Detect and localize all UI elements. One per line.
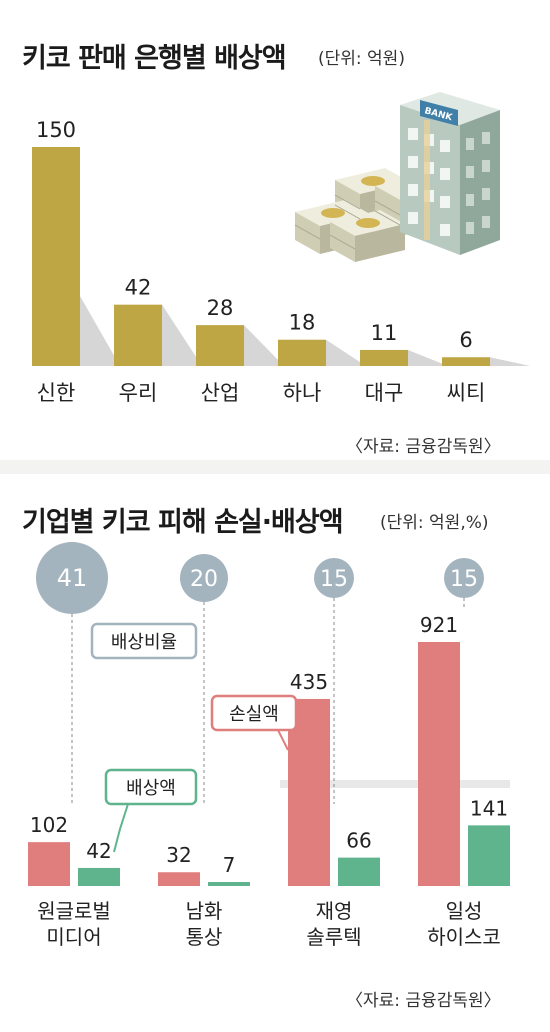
bar (32, 147, 80, 366)
chart1-title: 키코 판매 은행별 배상액 (22, 43, 287, 74)
compensation-callout-pointer (113, 803, 129, 853)
ratio-bubble (314, 558, 354, 598)
compensation-bar (338, 857, 380, 886)
category-label: 하이스코 (427, 925, 501, 949)
category-label: 통상 (186, 925, 223, 949)
category-label: 솔루텍 (306, 925, 361, 949)
loss-bar (288, 698, 330, 886)
bank-building-icon: BANK (400, 92, 500, 255)
ratio-value: 15 (320, 567, 348, 592)
ratio-bubble (36, 542, 108, 614)
category-label: 하나 (283, 381, 322, 405)
category-label: 남화 (186, 899, 223, 923)
bar (278, 339, 326, 366)
bar-shadow (326, 339, 366, 366)
chart2-unit: (단위: 억원,%) (380, 513, 489, 533)
bar-shadow (162, 304, 202, 366)
category-label: 대구 (365, 381, 404, 405)
data-label: 18 (289, 311, 316, 335)
data-label: 6 (459, 328, 472, 352)
compensation-callout-box (104, 768, 198, 806)
bar-shadow (80, 296, 120, 366)
ratio-callout-box (90, 622, 198, 660)
loss-value-label: 435 (290, 670, 328, 694)
data-label: 11 (371, 321, 398, 345)
bar (442, 357, 490, 366)
category-label: 신한 (37, 381, 76, 405)
compensation-callout-text: 배상액 (126, 778, 176, 799)
loss-bar (418, 642, 460, 886)
bar-shadow (244, 325, 284, 366)
loss-bar (28, 842, 70, 886)
compensation-bar (208, 882, 250, 886)
loss-callout-text: 손실액 (229, 704, 279, 725)
loss-callout-box (210, 694, 298, 732)
category-label: 재영 (316, 899, 353, 923)
ratio-callout-text: 배상비율 (111, 632, 177, 653)
bank-compensation-panel: 키코 판매 은행별 배상액 (단위: 억원) (0, 0, 550, 460)
company-loss-panel: 기업별 키코 피해 손실·배상액 (단위: 억원,%) 102 42 32 7 435 6… (0, 474, 550, 1032)
category-label: 우리 (119, 381, 158, 405)
category-label: 산업 (201, 381, 240, 405)
chart1-source: 〈자료: 금융감독원〉 (346, 437, 501, 457)
ratio-bubble (444, 558, 484, 598)
bar (114, 304, 162, 366)
data-label: 28 (207, 296, 234, 320)
ratio-bubble (180, 554, 228, 602)
compensation-value-label: 7 (223, 853, 236, 877)
chart1-plot: BANK 150 42 28 18 11 6 신한 우리 산업 하나 대구 씨티 (32, 92, 530, 405)
compensation-value-label: 66 (346, 829, 371, 853)
loss-callout-pointer (260, 729, 289, 751)
bar (360, 349, 408, 366)
chart1-unit: (단위: 억원) (318, 49, 405, 69)
data-label: 42 (125, 276, 152, 300)
category-label: 미디어 (46, 925, 101, 949)
category-label: 일성 (446, 899, 483, 923)
bar-shadow (490, 357, 530, 366)
compensation-bar (78, 867, 120, 886)
loss-value-label: 32 (166, 843, 191, 867)
chart2-title: 기업별 키코 피해 손실·배상액 (22, 507, 344, 538)
data-label: 150 (36, 118, 76, 142)
ratio-value: 41 (57, 564, 88, 592)
ratio-value: 15 (450, 567, 478, 592)
compensation-value-label: 42 (86, 839, 111, 863)
loss-bar (158, 872, 200, 886)
bar (196, 325, 244, 366)
category-label: 씨티 (447, 381, 486, 405)
axis-break (280, 780, 510, 788)
bar-shadow (408, 349, 448, 366)
compensation-bar (468, 825, 510, 886)
loss-value-label: 921 (420, 613, 458, 637)
category-label: 원글로벌 (37, 899, 111, 923)
loss-value-label: 102 (30, 813, 68, 837)
ratio-value: 20 (190, 567, 218, 592)
chart2-source: 〈자료: 금융감독원〉 (346, 991, 501, 1011)
compensation-value-label: 141 (470, 796, 508, 820)
